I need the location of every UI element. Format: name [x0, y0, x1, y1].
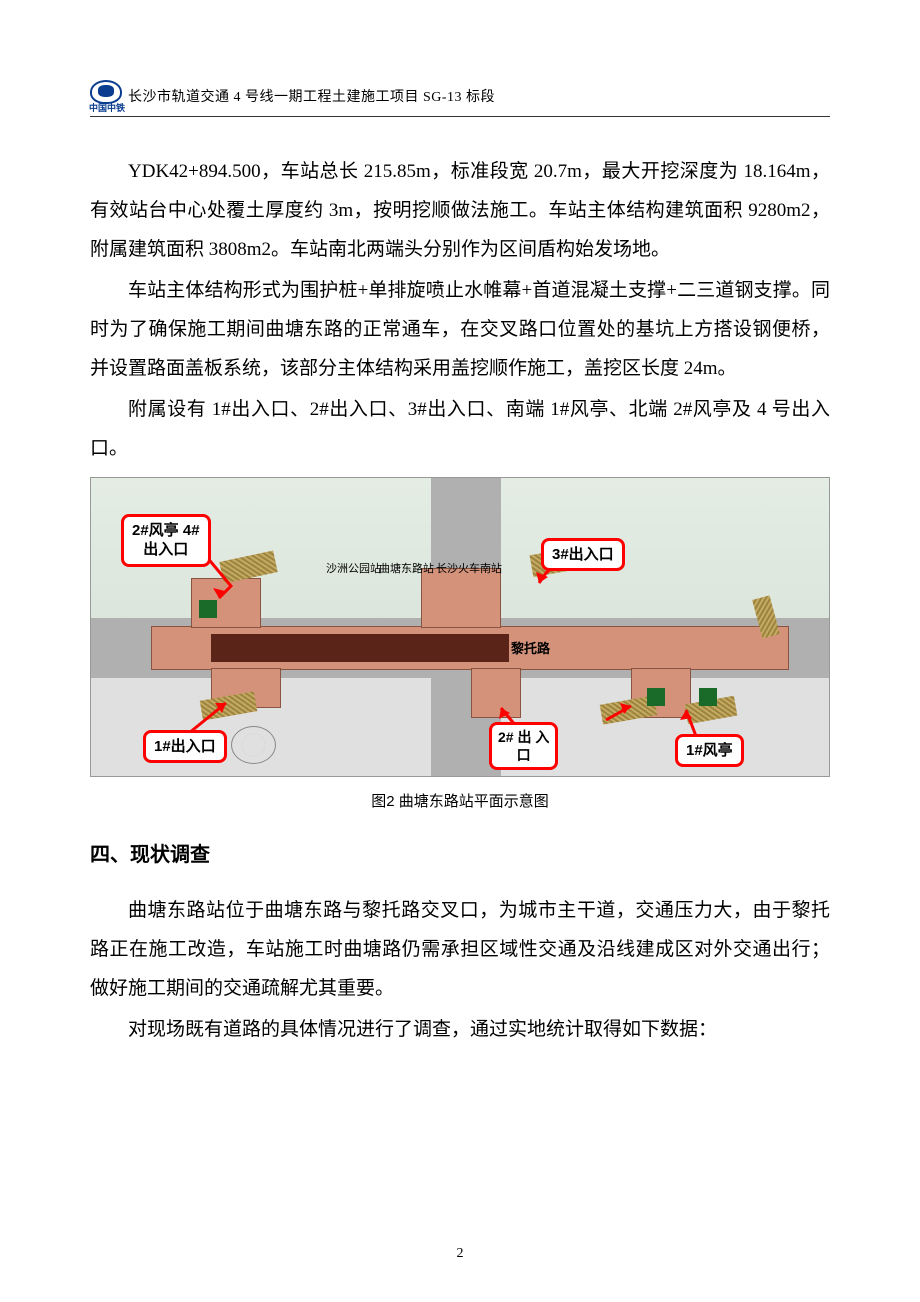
callout-4-line2: 口	[517, 747, 531, 763]
callout-4-line1: 2# 出 入	[498, 729, 549, 745]
road-label-lituo: 黎托路	[511, 636, 550, 663]
paragraph-4: 曲塘东路站位于曲塘东路与黎托路交叉口，为城市主干道，交通压力大，由于黎托路正在施…	[90, 892, 830, 1009]
callout-label-2: 3#出入口	[541, 538, 625, 572]
paragraph-2: 车站主体结构形式为围护桩+单排旋喷止水帷幕+首道混凝土支撑+二三道钢支撑。同时为…	[90, 272, 830, 389]
figure-caption: 图2 曲塘东路站平面示意图	[90, 787, 830, 818]
building-1	[219, 550, 277, 583]
callout-label-4: 2# 出 入 口	[489, 722, 558, 770]
green-block-2	[647, 688, 665, 706]
paragraph-3: 附属设有 1#出入口、2#出入口、3#出入口、南端 1#风亭、北端 2#风亭及 …	[90, 391, 830, 469]
paragraph-1: YDK42+894.500，车站总长 215.85m，标准段宽 20.7m，最大…	[90, 153, 830, 270]
page-header: 中国中铁 长沙市轨道交通 4 号线一期工程土建施工项目 SG-13 标段	[90, 80, 830, 117]
page-number: 2	[0, 1246, 920, 1262]
callout-label-3: 1#出入口	[143, 730, 227, 764]
section-title: 四、现状调查	[90, 835, 830, 876]
paragraph-5: 对现场既有道路的具体情况进行了调查，通过实地统计取得如下数据：	[90, 1011, 830, 1050]
building-3	[200, 691, 258, 720]
station-plan-diagram: 黎托路 沙洲公园站 曲塘东路站 长沙火车南站 2#风亭 4#	[90, 477, 830, 777]
green-block-3	[699, 688, 717, 706]
station-label-3: 长沙火车南站	[436, 558, 502, 581]
callout-1-line1: 2#风亭 4#	[132, 522, 200, 539]
callout-label-5: 1#风亭	[675, 734, 744, 768]
content-body: YDK42+894.500，车站总长 215.85m，标准段宽 20.7m，最大…	[90, 153, 830, 1050]
green-block-1	[199, 600, 217, 618]
circle-decoration	[231, 726, 276, 764]
station-ext-5	[471, 668, 521, 718]
station-core	[211, 634, 509, 662]
logo-text: 中国中铁	[89, 101, 125, 114]
logo: 中国中铁	[90, 80, 122, 112]
station-label-2: 曲塘东路站	[379, 558, 434, 581]
header-title: 长沙市轨道交通 4 号线一期工程土建施工项目 SG-13 标段	[128, 86, 495, 106]
callout-label-1: 2#风亭 4# 出入口	[121, 514, 211, 567]
station-label-1: 沙洲公园站	[326, 558, 381, 581]
callout-1-line2: 出入口	[143, 541, 188, 558]
